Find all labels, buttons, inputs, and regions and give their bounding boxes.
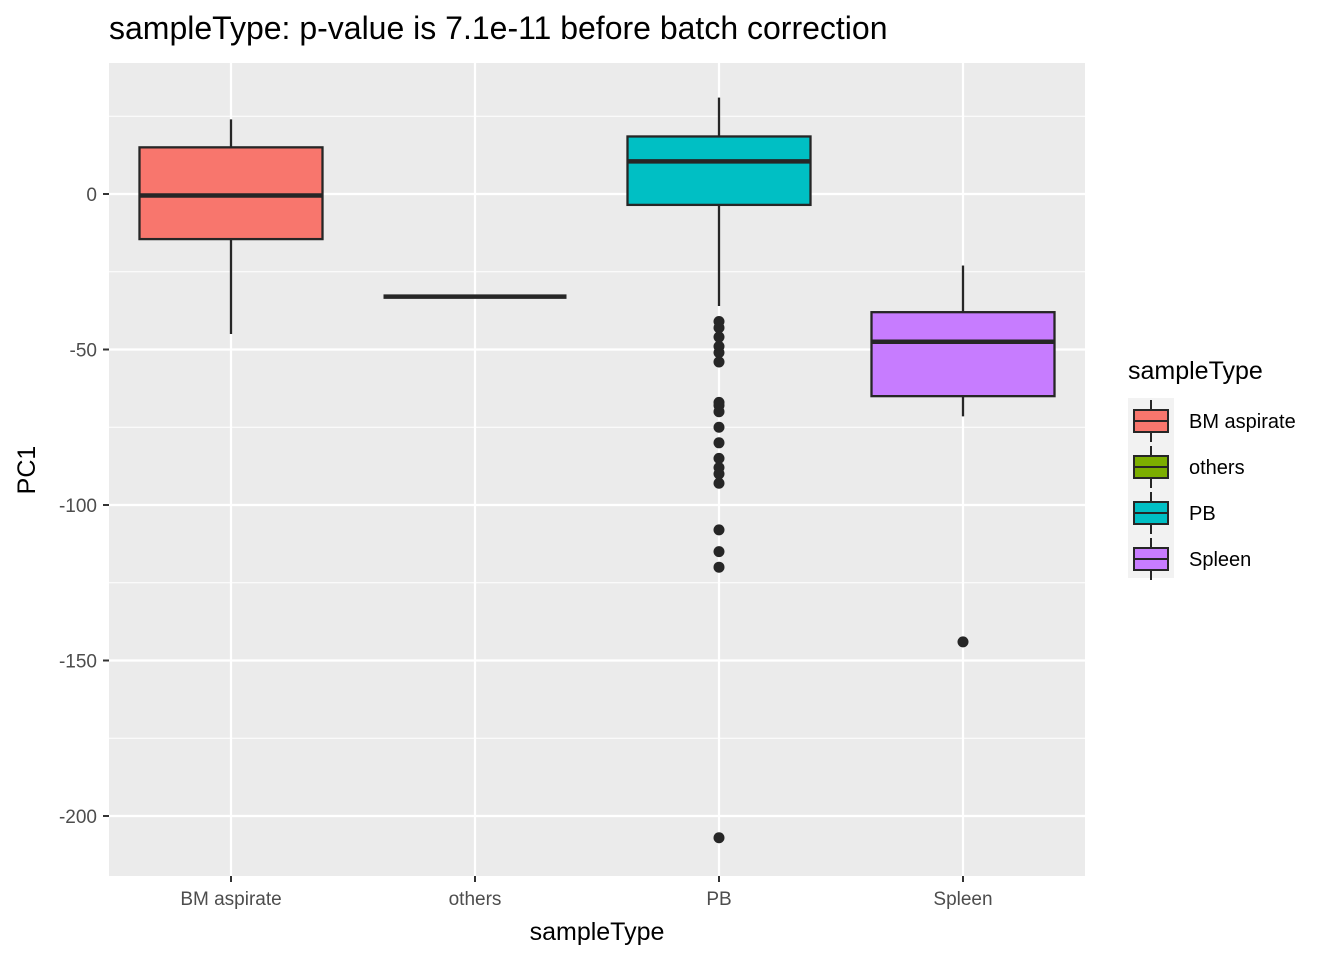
outlier-point (713, 356, 725, 368)
outlier-point (713, 406, 725, 418)
box-pb (626, 97, 812, 844)
x-tick-label: others (449, 889, 502, 910)
outlier-point (713, 421, 725, 433)
outlier-point (713, 468, 725, 480)
box-spleen (870, 265, 1056, 648)
y-axis-title: PC1 (13, 446, 41, 495)
legend-label: others (1189, 457, 1245, 479)
y-tick-label: -50 (70, 341, 97, 362)
boxes-layer (138, 97, 1056, 844)
y-tick-label: 0 (86, 185, 97, 206)
outlier-point (713, 832, 725, 844)
box-body (626, 135, 812, 207)
legend-label: Spleen (1189, 549, 1251, 571)
box-body (138, 146, 324, 241)
y-tick-label: -100 (59, 496, 97, 517)
legend-label: PB (1189, 503, 1216, 525)
outlier-point (713, 331, 725, 343)
y-axis: 0 -50 -100 -150 -200 (59, 185, 109, 828)
x-tick-label: BM aspirate (180, 889, 281, 910)
legend-entry: Spleen (1133, 538, 1251, 580)
outlier-point (713, 477, 725, 489)
outlier-point (713, 546, 725, 558)
chart-title: sampleType: p-value is 7.1e-11 before ba… (109, 10, 888, 46)
legend-entry: PB (1133, 492, 1216, 534)
legend-label: BM aspirate (1189, 411, 1296, 433)
legend-entry: others (1133, 446, 1245, 488)
x-tick-label: PB (706, 889, 731, 910)
x-axis: BM aspirate others PB Spleen (180, 876, 993, 910)
outlier-point (713, 347, 725, 359)
outlier-point (713, 561, 725, 573)
legend: sampleType BM aspirate others PB Spleen (1128, 357, 1296, 580)
y-tick-label: -150 (59, 652, 97, 673)
outlier-point (713, 524, 725, 536)
x-axis-title: sampleType (530, 918, 665, 946)
y-tick-label: -200 (59, 807, 97, 828)
outlier-point (713, 322, 725, 334)
outlier-point (713, 437, 725, 449)
x-tick-label: Spleen (933, 889, 992, 910)
outlier-point (713, 452, 725, 464)
legend-entry: BM aspirate (1133, 400, 1296, 442)
legend-title: sampleType (1128, 357, 1263, 385)
box-bm-aspirate (138, 119, 324, 334)
outlier-point (957, 636, 969, 648)
box-body (870, 311, 1056, 398)
